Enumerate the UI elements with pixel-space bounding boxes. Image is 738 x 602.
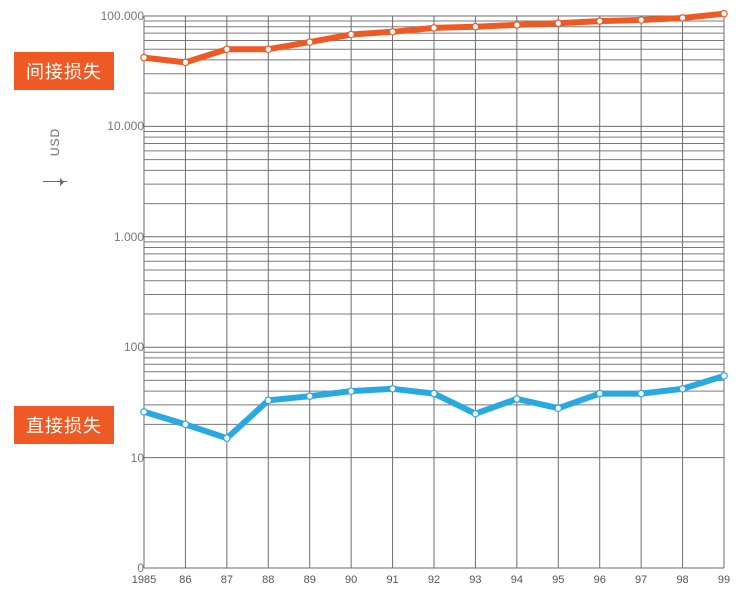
chart-container: USD 100.00010.0001.000100100198586878889… xyxy=(0,0,738,602)
series-marker-indirect xyxy=(224,46,230,52)
series-marker-indirect xyxy=(721,10,727,16)
series-marker-direct xyxy=(265,397,271,403)
series-marker-indirect xyxy=(182,59,188,65)
series-marker-direct xyxy=(431,390,437,396)
series-marker-direct xyxy=(348,388,354,394)
x-tick-label: 92 xyxy=(428,574,440,586)
y-tick-label: 10 xyxy=(64,451,144,465)
series-marker-indirect xyxy=(389,29,395,35)
series-marker-indirect xyxy=(555,20,561,26)
series-marker-indirect xyxy=(431,25,437,31)
series-marker-indirect xyxy=(638,17,644,23)
series-marker-indirect xyxy=(679,15,685,21)
x-tick-label: 95 xyxy=(552,574,564,586)
series-marker-direct xyxy=(307,393,313,399)
series-marker-direct xyxy=(721,373,727,379)
y-tick-label: 0 xyxy=(64,561,144,575)
y-tick-label: 100.000 xyxy=(64,9,144,23)
x-tick-label: 93 xyxy=(469,574,481,586)
series-marker-indirect xyxy=(141,54,147,60)
x-tick-label: 91 xyxy=(386,574,398,586)
y-tick-label: 1.000 xyxy=(64,230,144,244)
series-marker-indirect xyxy=(348,31,354,37)
series-marker-indirect xyxy=(597,18,603,24)
x-tick-label: 89 xyxy=(304,574,316,586)
x-tick-label: 94 xyxy=(511,574,523,586)
y-tick-label: 100 xyxy=(64,340,144,354)
chart-svg xyxy=(0,0,738,602)
series-marker-direct xyxy=(597,390,603,396)
series-marker-direct xyxy=(679,386,685,392)
x-tick-label: 1985 xyxy=(132,574,156,586)
series-marker-indirect xyxy=(265,46,271,52)
legend-direct: 直接损失 xyxy=(14,406,114,444)
x-tick-label: 96 xyxy=(594,574,606,586)
series-marker-direct xyxy=(514,396,520,402)
x-tick-label: 87 xyxy=(221,574,233,586)
series-marker-indirect xyxy=(514,22,520,28)
x-tick-label: 88 xyxy=(262,574,274,586)
x-tick-label: 90 xyxy=(345,574,357,586)
series-marker-indirect xyxy=(307,39,313,45)
x-tick-label: 86 xyxy=(179,574,191,586)
series-marker-direct xyxy=(224,435,230,441)
series-marker-direct xyxy=(472,410,478,416)
x-tick-label: 98 xyxy=(676,574,688,586)
series-marker-direct xyxy=(389,386,395,392)
series-marker-indirect xyxy=(472,23,478,29)
legend-indirect: 间接损失 xyxy=(14,52,114,90)
series-marker-direct xyxy=(638,390,644,396)
series-marker-direct xyxy=(141,409,147,415)
y-tick-label: 10.000 xyxy=(64,119,144,133)
x-tick-label: 97 xyxy=(635,574,647,586)
series-marker-direct xyxy=(182,421,188,427)
x-tick-label: 99 xyxy=(718,574,730,586)
series-marker-direct xyxy=(555,405,561,411)
